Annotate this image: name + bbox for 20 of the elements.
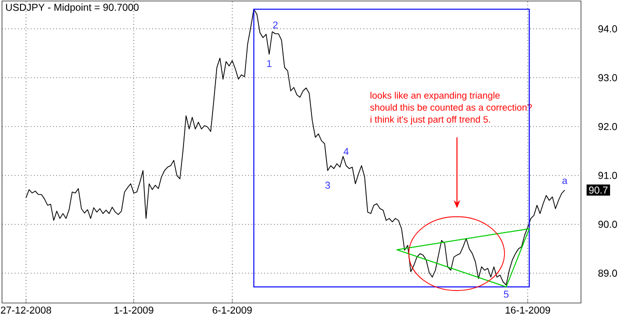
x-tick-label: 6-1-2009 <box>212 306 252 314</box>
annotation: 1 <box>267 60 272 67</box>
x-tick-label: 1-1-2009 <box>114 306 154 314</box>
y-tick-label: 90.0 <box>598 220 617 228</box>
annotation: 2 <box>273 21 278 28</box>
annotation: a <box>562 178 568 184</box>
text: 90.7 <box>589 186 608 194</box>
annotation: i think it's just part off trend 5. <box>370 116 490 125</box>
annotation: 5 <box>504 290 509 298</box>
annotation: 3 <box>325 182 330 189</box>
y-tick-label: 89.0 <box>598 270 617 277</box>
chart-title: USDJPY - Midpoint = 90.7000 <box>6 4 139 13</box>
annotation: 4 <box>344 148 349 155</box>
y-tick-label: 93.0 <box>598 74 617 82</box>
x-tick-label: 27-12-2008 <box>0 306 52 314</box>
y-tick-label: 94.0 <box>598 25 617 32</box>
annotation: looks like an expanding triangle <box>370 92 500 101</box>
x-tick-label: 16-1-2009 <box>506 306 550 314</box>
y-tick-label: 91.0 <box>598 172 617 179</box>
y-tick-label: 92.0 <box>598 123 617 130</box>
